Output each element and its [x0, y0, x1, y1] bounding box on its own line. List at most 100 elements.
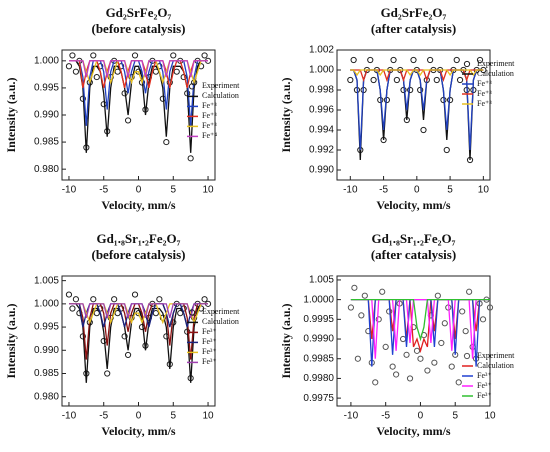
- data-point: [372, 379, 379, 386]
- legend-symbol: [188, 309, 196, 316]
- fit-curve: [69, 60, 208, 78]
- data-point: [69, 305, 76, 312]
- legend-label: Calculation: [202, 317, 239, 326]
- y-tick-label: 1.000: [309, 65, 334, 76]
- legend-label: Fe⁺⁴: [202, 131, 217, 140]
- data-point: [427, 56, 434, 64]
- data-point: [390, 56, 397, 64]
- chart-subtitle: (after catalysis): [371, 247, 456, 262]
- legend-label: Fe³⁺: [202, 357, 217, 366]
- data-point: [93, 310, 100, 317]
- panel: Gd₁.₈Sr₁.₂Fe₂O₇(before catalysis) -10 -5 0 5…: [4, 231, 240, 438]
- x-tick-label: 5: [452, 411, 458, 422]
- data-point: [389, 363, 396, 370]
- data-point: [370, 76, 377, 84]
- y-tick-label: 1.000: [34, 55, 59, 66]
- y-tick-label: 0.995: [34, 322, 59, 333]
- data-point: [406, 375, 414, 382]
- data-point: [187, 155, 194, 162]
- data-point: [152, 310, 159, 317]
- y-tick-label: 0.9990: [303, 334, 334, 345]
- data-point: [455, 379, 462, 386]
- legend-label: Experiment: [202, 81, 240, 90]
- legend-label: Experiment: [477, 351, 515, 360]
- x-tick-label: -5: [99, 185, 108, 196]
- data-point: [438, 339, 445, 347]
- x-tick-label: -10: [62, 185, 77, 196]
- data-point: [434, 292, 441, 299]
- data-point: [410, 56, 417, 64]
- data-point: [173, 68, 180, 75]
- data-point: [93, 73, 100, 81]
- data-point: [379, 288, 386, 295]
- x-tick-label: -5: [381, 411, 390, 422]
- plot-frame: [336, 275, 491, 407]
- legend-symbol: [188, 83, 196, 90]
- y-tick-label: 1.0000: [303, 294, 334, 305]
- x-tick-label: 10: [202, 411, 214, 422]
- data-point: [111, 296, 118, 303]
- y-tick-label: 0.990: [34, 110, 59, 121]
- data-point: [156, 63, 163, 70]
- data-point: [100, 337, 107, 345]
- y-tick-label: 1.000: [34, 298, 59, 309]
- y-axis-label: Intensity (a.u.): [4, 77, 18, 152]
- data-point: [361, 292, 368, 299]
- y-tick-label: 0.980: [34, 391, 59, 402]
- data-point: [459, 308, 466, 315]
- x-tick-label: 5: [447, 185, 453, 196]
- data-point: [367, 56, 374, 64]
- x-axis-label: Velocity, mm/s: [101, 198, 176, 212]
- legend-label: Fe⁺³: [477, 99, 492, 108]
- data-point: [443, 146, 450, 154]
- y-axis-label: Intensity (a.u.): [279, 303, 293, 378]
- data-point: [358, 312, 365, 319]
- data-point: [97, 305, 104, 312]
- data-point: [197, 63, 205, 70]
- x-axis-label: Velocity, mm/s: [376, 198, 451, 212]
- legend-label: Fe³⁺: [477, 371, 492, 380]
- data-point: [466, 288, 473, 295]
- y-tick-label: 0.980: [34, 164, 59, 175]
- y-tick-label: 0.995: [34, 83, 59, 94]
- x-tick-label: 5: [170, 411, 176, 422]
- x-tick-label: -10: [62, 411, 77, 422]
- data-point: [476, 56, 484, 64]
- y-tick-label: 0.985: [34, 137, 59, 148]
- panel: Gd₂SrFe₂O₇(after catalysis) -10 -5 0 5 10 0.99…: [279, 5, 515, 212]
- data-point: [399, 335, 407, 343]
- data-point: [433, 76, 440, 84]
- data-point: [350, 56, 357, 64]
- x-tick-label: 0: [414, 185, 420, 196]
- y-tick-label: 1.005: [309, 275, 334, 286]
- x-tick-label: -5: [379, 185, 388, 196]
- legend-label: Calculation: [477, 361, 514, 370]
- data-point: [453, 56, 460, 64]
- data-point: [65, 63, 73, 70]
- chart-title: Gd₂SrFe₂O₇: [106, 5, 172, 20]
- y-tick-label: 0.990: [34, 345, 59, 356]
- legend-label: Fe⁺³: [202, 111, 217, 120]
- data-point: [90, 296, 97, 303]
- data-point: [417, 355, 424, 362]
- data-point: [347, 76, 354, 84]
- data-point: [456, 76, 464, 84]
- x-axis-label: Velocity, mm/s: [376, 424, 451, 438]
- data-point: [462, 328, 469, 335]
- data-point: [156, 296, 163, 303]
- data-point: [197, 305, 205, 312]
- x-axis-label: Velocity, mm/s: [101, 424, 176, 438]
- chart-subtitle: (after catalysis): [371, 21, 456, 36]
- legend-symbol: [463, 352, 471, 360]
- data-point: [382, 343, 389, 351]
- data-point: [479, 316, 487, 323]
- y-tick-label: 1.005: [34, 275, 59, 286]
- y-tick-label: 0.9980: [303, 373, 334, 384]
- data-point: [124, 117, 132, 124]
- data-point: [69, 52, 76, 59]
- x-tick-label: 0: [136, 411, 142, 422]
- data-point: [118, 305, 125, 312]
- fit-curve: [350, 298, 490, 342]
- data-point: [131, 52, 139, 59]
- fit-curve: [350, 69, 484, 77]
